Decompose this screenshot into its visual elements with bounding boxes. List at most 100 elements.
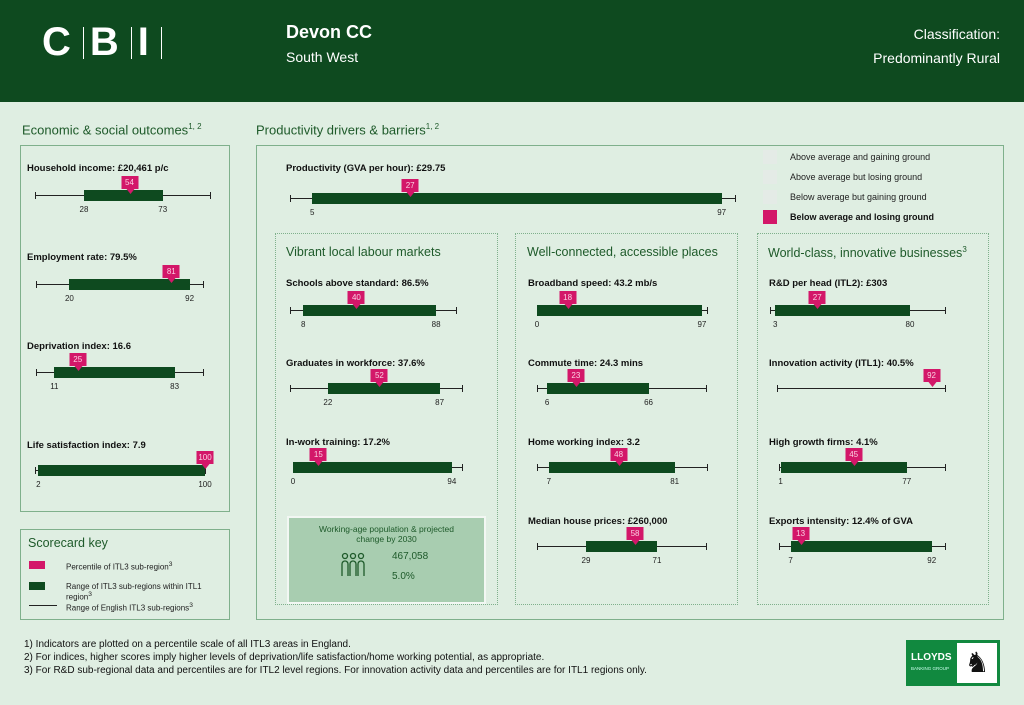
area-name: Devon CC bbox=[286, 22, 373, 42]
places-panel bbox=[515, 233, 738, 605]
itl1-range-bar bbox=[84, 190, 163, 201]
legend-label: Above average and gaining ground bbox=[790, 152, 931, 162]
itl1-range-bar bbox=[38, 465, 205, 476]
whisker-cap bbox=[290, 195, 291, 202]
population-change: 5.0% bbox=[392, 571, 415, 582]
whisker-cap bbox=[205, 467, 206, 474]
whisker-cap bbox=[945, 464, 946, 471]
range-key-icon bbox=[29, 582, 45, 590]
range-max-label: 83 bbox=[170, 382, 180, 391]
indicator-title-house: Median house prices: £260,000 bbox=[528, 516, 668, 527]
key-item: Percentile of ITL3 sub-region3 bbox=[66, 561, 173, 572]
indicator-title-household: Household income: £20,461 p/c bbox=[27, 163, 169, 174]
range-max-label: 92 bbox=[927, 556, 937, 565]
range-min-label: 28 bbox=[79, 205, 89, 214]
outcomes-title: Economic & social outcomes1, 2 bbox=[22, 122, 202, 138]
range-max-label: 73 bbox=[158, 205, 168, 214]
whisker-cap bbox=[537, 464, 538, 471]
legend-swatch bbox=[763, 170, 777, 184]
percentile-marker: 40 bbox=[347, 291, 365, 309]
percentile-marker: 18 bbox=[559, 291, 577, 309]
whisker-cap bbox=[203, 369, 204, 376]
key-title: Scorecard key bbox=[28, 536, 108, 550]
classification-label: Classification: bbox=[913, 26, 1000, 42]
indicator-title-schools: Schools above standard: 86.5% bbox=[286, 278, 429, 289]
population-title: Working-age population & projected chang… bbox=[319, 524, 454, 544]
whisker-cap bbox=[706, 385, 707, 392]
legend-swatch bbox=[763, 190, 777, 204]
range-max-label: 88 bbox=[431, 320, 441, 329]
percentile-marker: 27 bbox=[401, 179, 419, 197]
range-min-label: 8 bbox=[301, 320, 306, 329]
range-max-label: 92 bbox=[185, 294, 195, 303]
footnote-3: 3) For R&D sub-regional data and percent… bbox=[24, 665, 647, 676]
percentile-marker: 48 bbox=[610, 448, 628, 466]
population-value: 467,058 bbox=[392, 551, 429, 562]
whisker-cap bbox=[36, 369, 37, 376]
itl1-range-bar bbox=[547, 383, 649, 394]
range-min-label: 6 bbox=[544, 398, 550, 407]
itl1-range-bar bbox=[69, 279, 190, 290]
percentile-key-icon bbox=[29, 561, 45, 569]
range-min-label: 7 bbox=[546, 477, 552, 486]
drivers-title: Productivity drivers & barriers1, 2 bbox=[256, 122, 440, 138]
percentile-marker: 13 bbox=[792, 527, 810, 545]
indicator-title-life: Life satisfaction index: 7.9 bbox=[27, 440, 146, 451]
range-min-label: 2 bbox=[36, 480, 41, 489]
range-min-label: 0 bbox=[534, 320, 540, 329]
whisker-cap bbox=[779, 543, 780, 550]
percentile-marker: 52 bbox=[370, 369, 388, 387]
indicator-title-homeworking: Home working index: 3.2 bbox=[528, 437, 640, 448]
whisker-cap bbox=[462, 464, 463, 471]
whisker-cap bbox=[770, 307, 771, 314]
whisker-cap bbox=[537, 385, 538, 392]
range-min-label: 7 bbox=[788, 556, 793, 565]
lloyds-logo: LLOYDS BANKING GROUP ♞ bbox=[906, 640, 1000, 686]
whisker-cap bbox=[35, 467, 36, 474]
places-title: Well-connected, accessible places bbox=[527, 245, 718, 259]
itl1-range-bar bbox=[327, 383, 440, 394]
whisker-cap bbox=[779, 464, 780, 471]
legend-label: Below average but gaining ground bbox=[790, 192, 927, 202]
indicator-title-rnd: R&D per head (ITL2): £303 bbox=[769, 278, 888, 289]
indicator-title-commute: Commute time: 24.3 mins bbox=[528, 358, 644, 369]
whisker-cap bbox=[707, 307, 708, 314]
whisker-cap bbox=[456, 307, 457, 314]
footnote-1: 1) Indicators are plotted on a percentil… bbox=[24, 639, 351, 650]
itl1-range-bar bbox=[54, 367, 175, 378]
indicator-title-training: In-work training: 17.2% bbox=[286, 437, 390, 448]
legend-label: Above average but losing ground bbox=[790, 172, 923, 182]
drivers-panel bbox=[256, 145, 1004, 620]
percentile-marker: 58 bbox=[626, 527, 644, 545]
labour-panel bbox=[275, 233, 498, 605]
itl1-range-bar bbox=[303, 305, 437, 316]
indicator-title-highgrowth: High growth firms: 4.1% bbox=[769, 437, 878, 448]
itl1-range-bar bbox=[293, 462, 452, 473]
legend-swatch bbox=[763, 150, 777, 164]
percentile-marker: 23 bbox=[567, 369, 585, 387]
indicator-title-broadband: Broadband speed: 43.2 mb/s bbox=[528, 278, 658, 289]
range-min-label: 3 bbox=[773, 320, 778, 329]
whisker-key-icon bbox=[29, 605, 57, 606]
key-item: Range of English ITL3 sub-regions3 bbox=[66, 602, 193, 613]
people-icon bbox=[341, 552, 365, 576]
itl1-range-bar bbox=[780, 462, 907, 473]
whisker-cap bbox=[945, 543, 946, 550]
range-min-label: 5 bbox=[310, 208, 315, 217]
range-min-label: 0 bbox=[290, 477, 296, 486]
whisker-cap bbox=[735, 195, 736, 202]
whisker-cap bbox=[537, 543, 538, 550]
whisker-cap bbox=[210, 192, 211, 199]
whisker-cap bbox=[290, 385, 291, 392]
sponsor-sub: BANKING GROUP bbox=[911, 666, 950, 671]
range-max-label: 87 bbox=[435, 398, 445, 407]
whisker-cap bbox=[36, 281, 37, 288]
english-range-whisker bbox=[777, 388, 945, 389]
horse-icon: ♞ bbox=[957, 643, 997, 683]
range-min-label: 1 bbox=[778, 477, 783, 486]
sponsor-name: LLOYDS bbox=[911, 652, 952, 663]
whisker-cap bbox=[945, 385, 946, 392]
range-min-label: 29 bbox=[581, 556, 591, 565]
